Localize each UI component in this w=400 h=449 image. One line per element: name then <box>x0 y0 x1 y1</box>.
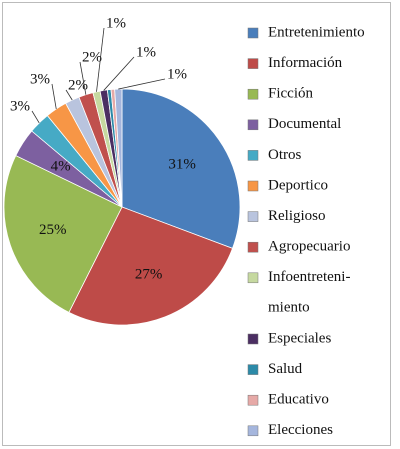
legend-swatch <box>247 364 259 375</box>
legend-swatch <box>247 211 259 222</box>
legend-swatch <box>247 58 259 69</box>
leader-line <box>51 83 57 110</box>
legend-label: Deportico <box>268 177 328 193</box>
leader-line <box>65 89 73 101</box>
legend-label: Entretenimiento <box>268 24 365 40</box>
legend-label: Documental <box>268 116 341 132</box>
pie-slice <box>68 206 234 326</box>
legend-swatch <box>247 425 259 437</box>
legend-swatch <box>247 241 259 253</box>
data-label: 31% <box>168 157 196 173</box>
legend-label: Especiales <box>268 330 331 346</box>
legend-label: Información <box>268 55 343 71</box>
legend-label: Ficción <box>268 86 313 102</box>
legend-label: Agropecuario <box>268 239 350 255</box>
data-label: 1% <box>106 15 126 31</box>
data-label: 4% <box>51 159 71 175</box>
legend-label: Elecciones <box>268 422 333 438</box>
legend-label: Salud <box>268 361 303 377</box>
legend-swatch <box>247 272 259 284</box>
legend-label: Educativo <box>268 392 329 408</box>
data-label: 2% <box>82 49 102 65</box>
data-label: 1% <box>167 66 187 82</box>
leader-line <box>103 56 135 91</box>
leader-line <box>31 110 40 124</box>
legend-swatch <box>247 333 259 345</box>
legend-swatch <box>247 27 259 39</box>
leader-line <box>79 61 87 95</box>
pie-slice <box>3 155 123 313</box>
data-label: 3% <box>10 98 30 114</box>
frame <box>2 2 391 446</box>
leader-line <box>96 27 105 92</box>
data-label: 3% <box>30 71 50 87</box>
data-label: 1% <box>136 44 156 60</box>
leader-line <box>118 78 166 90</box>
data-label: 27% <box>135 267 163 283</box>
legend-swatch <box>247 180 259 192</box>
legend-label: Religioso <box>268 208 326 224</box>
data-label: 2% <box>68 77 88 93</box>
legend-swatch <box>247 150 259 161</box>
legend-swatch <box>247 88 259 100</box>
pie-slice <box>121 88 241 249</box>
legend-swatch <box>247 394 259 406</box>
legend-swatch <box>247 119 259 131</box>
legend-label: Infoentreteni-miento <box>268 269 350 316</box>
legend-label: Otros <box>268 147 301 163</box>
data-label: 25% <box>39 222 67 238</box>
